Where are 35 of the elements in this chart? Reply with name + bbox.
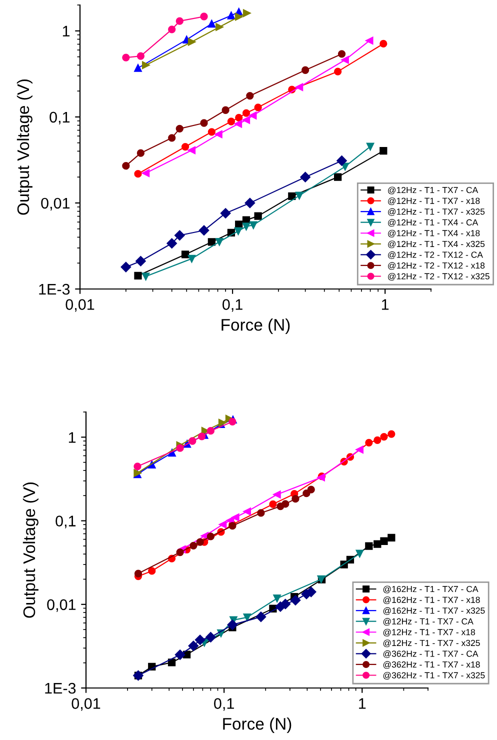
y-tick-label: 1 [62,26,70,36]
legend-label: @362Hz - T1 - TX7 - CA [383,650,478,658]
y-axis-title: Output Voltage (V) [16,79,32,215]
legend-label: @162Hz - T1 - TX7 - x18 [383,596,480,604]
y-tick-label: 0,1 [56,516,76,528]
legend-label: @162Hz - T1 - TX7 - CA [383,586,478,594]
legend-label: @12Hz - T1 - TX4 - CA [388,219,478,227]
y-tick-label: 0,01 [41,198,70,210]
y-tick-label: 1 [68,432,76,443]
legend-label: @12Hz - T1 - TX7 - CA [383,618,474,626]
x-tick-label: 0,01 [72,698,100,711]
legend-label: @12Hz - T2 - TX12 - CA [388,251,483,259]
x-axis-title: Force (N) [223,718,292,734]
legend-label: @162Hz - T1 - TX7 - x325 [383,607,485,615]
legend-label: @12Hz - T2 - TX12 - x18 [388,262,485,270]
legend-label: @12Hz - T1 - TX4 - x18 [388,230,480,238]
legend-label: @12Hz - T1 - TX7 - x18 [383,628,475,636]
x-tick-label: 1 [359,698,366,709]
legend-label: @362Hz - T1 - TX7 - x18 [383,661,480,669]
legend-label: @12Hz - T1 - TX7 - x325 [388,208,485,216]
x-tick-label: 0,1 [222,299,242,312]
x-tick-label: 0,1 [214,698,234,711]
y-tick-label: 1E-3 [45,682,76,694]
legend-label: @12Hz - T1 - TX7 - x18 [388,197,480,206]
legend-label: @362Hz - T1 - TX7 - x325 [383,672,485,680]
y-tick-label: 1E-3 [39,284,70,295]
x-axis-title: Force (N) [222,318,290,334]
y-tick-label: 0,1 [50,112,70,124]
x-tick-label: 1 [382,299,389,310]
y-tick-label: 0,01 [47,599,76,612]
legend-label: @12Hz - T1 - TX7 - CA [388,186,478,194]
legend-label: @12Hz - T1 - TX7 - x325 [383,640,480,648]
y-axis-title: Output Voltage (V) [22,482,38,618]
legend-label: @12Hz - T2 - TX12 - x325 [388,272,490,281]
legend-label: @12Hz - T1 - TX4 - x325 [388,240,485,248]
